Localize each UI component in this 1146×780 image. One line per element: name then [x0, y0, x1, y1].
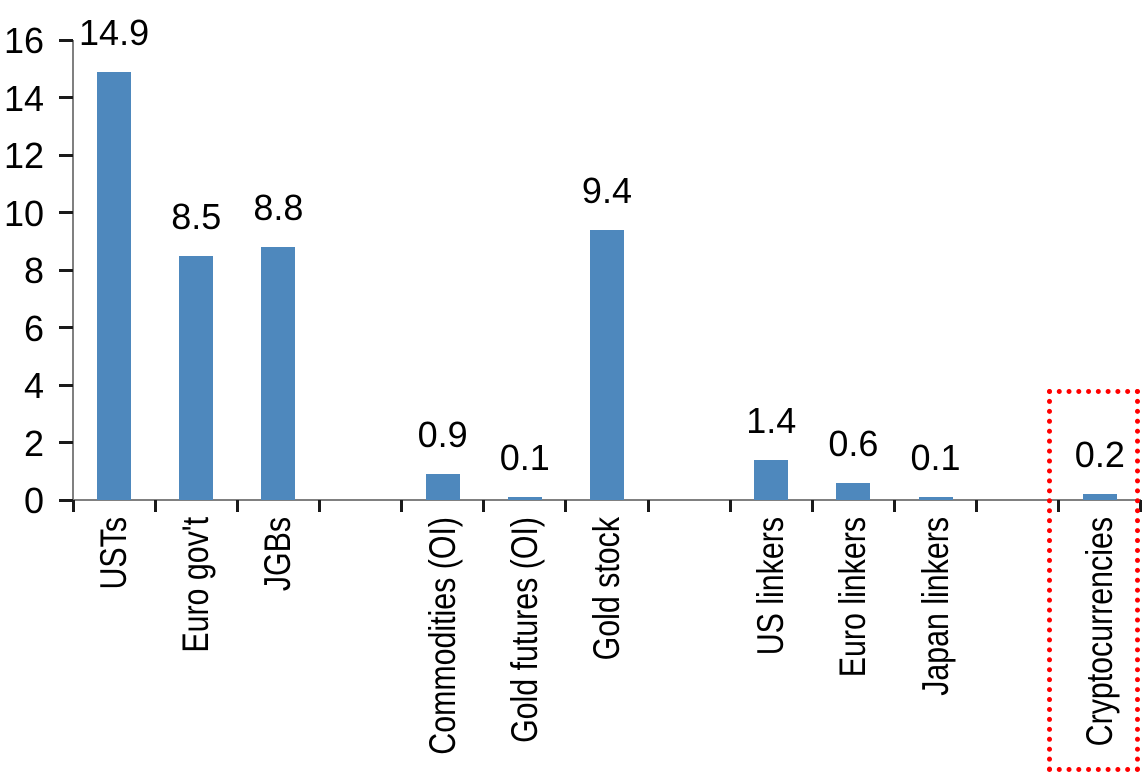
- category-label-gold-stock: Gold stock: [585, 517, 627, 661]
- value-label-cryptocurrencies: 0.2: [1074, 434, 1125, 476]
- y-tick-label: 14: [3, 77, 44, 119]
- value-label-usts: 14.9: [79, 11, 150, 53]
- value-label-japan-linkers: 0.1: [910, 437, 961, 479]
- y-tick-mark: [59, 326, 73, 329]
- bar-euro-gov-t: [179, 255, 214, 500]
- value-label-gold-futures-oi: 0.1: [499, 437, 550, 479]
- category-label-usts: USTs: [93, 517, 135, 590]
- highlight-box: [1047, 389, 1140, 772]
- y-tick-label: 16: [3, 20, 44, 61]
- y-tick-mark: [59, 153, 73, 157]
- x-tick-mark: [153, 500, 157, 512]
- y-tick-mark: [59, 211, 73, 214]
- x-tick-mark: [892, 500, 896, 512]
- y-tick-mark: [59, 498, 73, 502]
- category-label-us-linkers: US linkers: [750, 517, 792, 656]
- y-tick-label: 4: [23, 365, 44, 406]
- bar-usts: [97, 71, 132, 500]
- value-label-euro-gov-t: 8.5: [171, 195, 222, 237]
- y-tick-label: 10: [3, 192, 44, 234]
- bar-gold-futures-oi: [507, 497, 542, 500]
- bar-euro-linkers: [836, 482, 871, 500]
- value-label-jgbs: 8.8: [253, 187, 304, 228]
- x-tick-mark: [810, 500, 814, 512]
- x-tick-mark: [975, 500, 979, 512]
- y-tick-mark: [59, 441, 73, 444]
- category-label-jgbs: JGBs: [257, 517, 299, 592]
- y-tick-mark: [59, 38, 73, 42]
- x-tick-mark: [482, 500, 486, 512]
- bar-commodities-oi: [425, 474, 460, 500]
- x-tick-mark: [235, 500, 239, 512]
- x-tick-mark: [317, 500, 321, 512]
- x-axis-line: [72, 499, 1141, 501]
- bar-us-linkers: [754, 459, 789, 500]
- category-label-gold-futures-oi: Gold futures (OI): [503, 517, 545, 743]
- bar-gold-stock: [589, 229, 624, 500]
- y-tick-mark: [59, 383, 73, 387]
- value-label-commodities-oi: 0.9: [417, 414, 468, 456]
- y-tick-label: 6: [23, 307, 44, 349]
- value-label-gold-stock: 9.4: [581, 169, 632, 211]
- x-tick-mark: [400, 500, 404, 512]
- x-tick-mark: [1139, 500, 1143, 512]
- y-tick-mark: [59, 268, 73, 272]
- x-tick-mark: [1057, 500, 1061, 512]
- bar-jgbs: [261, 247, 296, 500]
- x-tick-mark: [728, 500, 732, 512]
- category-label-euro-linkers: Euro linkers: [832, 517, 874, 678]
- bar-japan-linkers: [918, 497, 953, 500]
- x-tick-mark: [71, 500, 75, 512]
- y-tick-mark: [59, 96, 73, 99]
- x-tick-mark: [564, 500, 568, 512]
- value-label-euro-linkers: 0.6: [828, 422, 879, 464]
- y-tick-label: 0: [23, 480, 44, 521]
- category-label-commodities-oi: Commodities (OI): [421, 517, 463, 755]
- y-tick-label: 2: [23, 422, 44, 464]
- y-tick-label: 8: [23, 250, 44, 291]
- y-tick-label: 12: [3, 135, 44, 176]
- x-tick-mark: [646, 500, 650, 512]
- category-label-japan-linkers: Japan linkers: [914, 517, 956, 696]
- bar-cryptocurrencies: [1082, 494, 1117, 500]
- value-label-us-linkers: 1.4: [746, 399, 797, 441]
- category-label-euro-gov-t: Euro gov't: [175, 517, 217, 653]
